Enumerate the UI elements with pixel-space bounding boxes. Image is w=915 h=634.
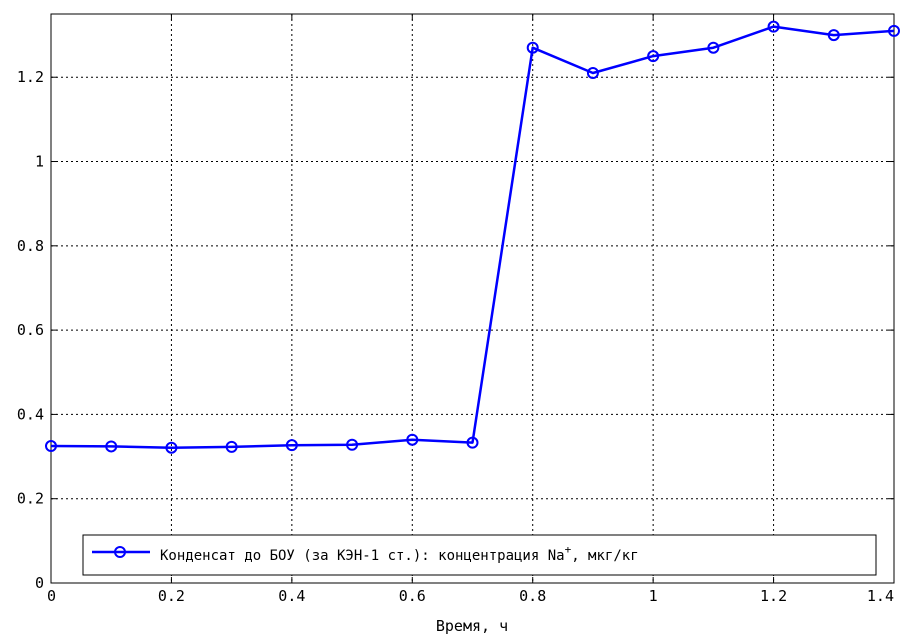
y-tick-label: 0.6 (17, 321, 44, 339)
x-tick-label: 1 (649, 587, 658, 605)
axis-ticks (50, 14, 895, 584)
x-tick-labels: 0 0.2 0.4 0.6 0.8 1 1.2 1.4 (47, 587, 894, 605)
legend: Конденсат до БОУ (за КЭН-1 ст.): концент… (82, 534, 877, 576)
x-tick-label: 0.4 (278, 587, 305, 605)
x-axis-title: Время, ч (436, 617, 508, 634)
data-point (586, 67, 599, 80)
y-tick-label: 1.2 (17, 68, 44, 86)
legend-label: Конденсат до БОУ (за КЭН-1 ст.): концент… (160, 543, 639, 564)
legend-label-main: Конденсат до БОУ (за КЭН-1 ст.): концент… (160, 548, 565, 564)
series-group (45, 20, 900, 454)
series-line (50, 25, 895, 449)
x-tick-label: 0.2 (158, 587, 185, 605)
data-point (346, 438, 359, 451)
data-point (105, 440, 118, 453)
plot-area (50, 13, 895, 584)
data-point (285, 439, 298, 452)
data-point (707, 41, 720, 54)
x-tick-label: 0.8 (519, 587, 546, 605)
data-point (406, 433, 419, 446)
y-tick-label: 0.8 (17, 237, 44, 255)
legend-marker-sample (114, 546, 126, 558)
y-tick-label: 0.4 (17, 405, 44, 423)
data-point (45, 440, 57, 453)
data-point (767, 20, 780, 33)
data-point (888, 24, 900, 37)
data-point (827, 29, 840, 42)
y-tick-label: 1 (35, 153, 44, 171)
x-tick-label: 1.4 (867, 587, 894, 605)
data-point (466, 436, 479, 449)
x-tick-label: 0 (47, 587, 56, 605)
data-point (165, 441, 178, 454)
legend-label-superscript: + (565, 543, 572, 556)
y-tick-labels: 0 0.2 0.4 0.6 0.8 1 1.2 (17, 68, 44, 592)
data-point (225, 440, 238, 453)
x-tick-label: 0.6 (399, 587, 426, 605)
y-tick-label: 0 (35, 574, 44, 592)
legend-box (82, 534, 877, 576)
grid (51, 14, 894, 583)
data-point (526, 41, 539, 54)
x-tick-label: 1.2 (760, 587, 787, 605)
legend-label-suffix: , мкг/кг (571, 548, 638, 564)
y-tick-label: 0.2 (17, 490, 44, 508)
data-point (647, 50, 660, 63)
